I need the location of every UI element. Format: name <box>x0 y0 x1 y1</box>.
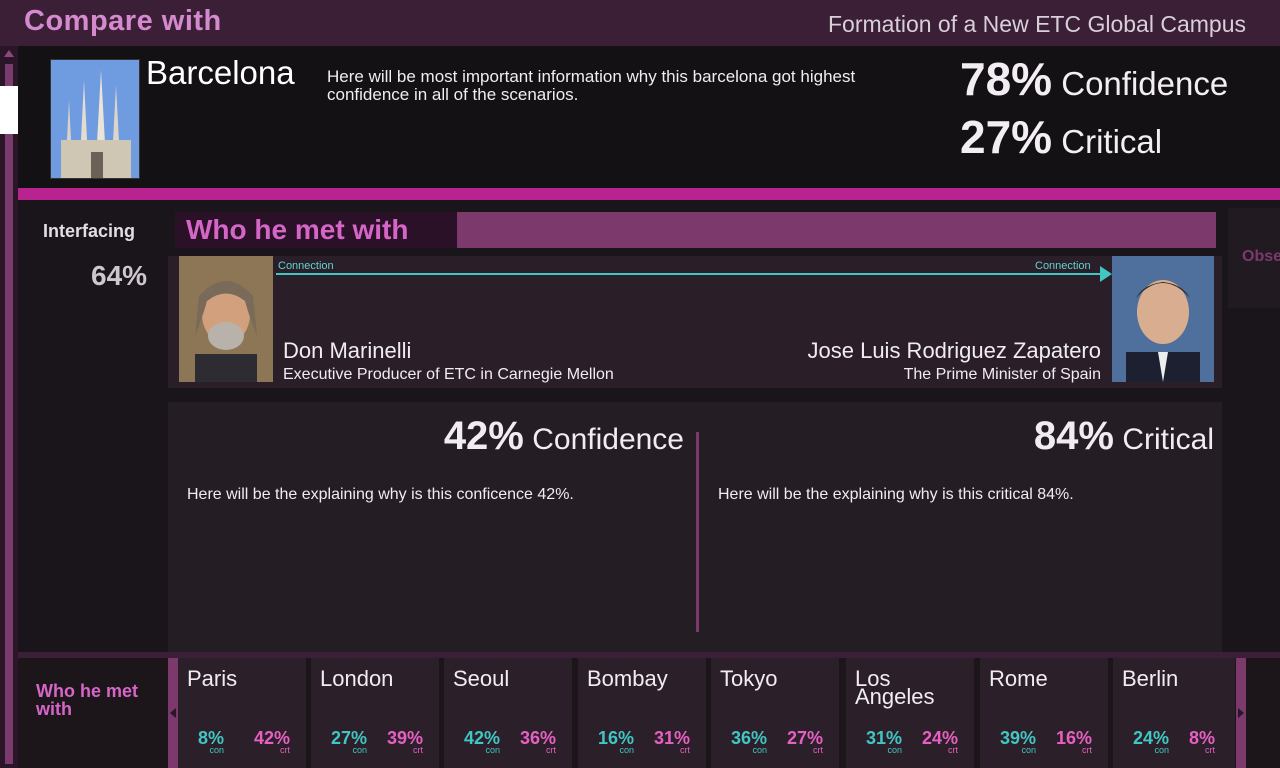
city-tile-name: Tokyo <box>720 666 778 691</box>
meeting-title: Who he met with <box>186 214 409 245</box>
connection-label-right: Connection <box>1035 260 1091 272</box>
city-strip-label: Who he met with <box>36 681 138 719</box>
city-tile-confidence: 42% con <box>464 728 501 755</box>
city-tile-confidence: 39% con <box>1000 728 1037 755</box>
confidence-explanation: Here will be the explaining why is this … <box>187 486 574 503</box>
city-tile-critical: 27% crt <box>787 728 824 755</box>
chevron-left-icon[interactable] <box>170 708 176 718</box>
scrollbar-track[interactable] <box>5 64 13 764</box>
meeting-critical: 84% Critical <box>1034 414 1214 459</box>
city-tile[interactable]: London 27% con 39% crt <box>311 658 439 768</box>
connection-label-left: Connection <box>278 260 334 272</box>
person1-photo <box>179 256 273 382</box>
meeting-confidence-label: Confidence <box>532 423 684 456</box>
critical-explanation: Here will be the explaining why is this … <box>718 486 1074 503</box>
observation-side-tab[interactable]: Obse <box>1228 208 1280 308</box>
page-subtitle: Formation of a New ETC Global Campus <box>828 11 1246 37</box>
city-photo <box>50 59 140 179</box>
city-tile-confidence: 16% con <box>598 728 635 755</box>
city-tile-critical: 8% crt <box>1189 728 1216 755</box>
city-tile-confidence: 27% con <box>331 728 368 755</box>
city-strip-inner: Who he met with Paris 8% con 42% crt London 27… <box>18 658 1280 768</box>
sidebar-interfacing-label[interactable]: Interfacing <box>43 221 136 241</box>
meeting-details: 42% Confidence 84% Critical Here will be… <box>168 402 1222 652</box>
top-bar: Compare with Formation of a New ETC Glob… <box>0 0 1280 46</box>
city-tile-confidence: 36% con <box>731 728 768 755</box>
selected-confidence-label: Confidence <box>1061 65 1229 102</box>
city-tile-name: Seoul <box>453 666 510 691</box>
selected-critical-label: Critical <box>1061 123 1163 160</box>
selected-city-name: Barcelona <box>146 54 295 91</box>
selected-city-header: Barcelona Here will be most important in… <box>18 46 1280 188</box>
city-tile-name: Rome <box>989 666 1048 691</box>
meeting-critical-label: Critical <box>1122 423 1214 456</box>
vertical-scrollbar[interactable] <box>0 46 18 768</box>
city-tile-confidence: 8% con <box>198 728 225 755</box>
scroll-up-icon[interactable] <box>4 50 14 57</box>
person2-role: The Prime Minister of Spain <box>903 366 1101 383</box>
meeting-confidence-value: 42% <box>443 414 524 458</box>
chevron-right-icon[interactable] <box>1238 708 1244 718</box>
meeting-critical-value: 84% <box>1033 414 1114 458</box>
selected-critical: 27% Critical <box>960 110 1162 164</box>
city-tile-name: Paris <box>187 666 238 691</box>
selected-confidence: 78% Confidence <box>960 52 1228 106</box>
city-tile[interactable]: Berlin 24% con 8% crt <box>1113 658 1235 768</box>
city-tile-critical: 42% crt <box>254 728 291 755</box>
city-tile[interactable]: Bombay 16% con 31% crt <box>578 658 706 768</box>
person2-photo <box>1112 256 1214 382</box>
connection-line <box>276 273 1110 275</box>
city-tile-name: Los Angeles <box>855 666 935 709</box>
selected-critical-value: 27% <box>960 111 1053 163</box>
meeting-title-tab: Who he met with <box>175 212 457 248</box>
city-strip: Who he met with Paris 8% con 42% crt London 27… <box>18 652 1280 768</box>
city-tile[interactable]: Paris 8% con 42% crt <box>178 658 306 768</box>
person1-role: Executive Producer of ETC in Carnegie Me… <box>283 366 614 383</box>
sidebar-interfacing-value: 64% <box>91 260 148 291</box>
city-tile-name: Bombay <box>587 666 668 691</box>
person2-name: Jose Luis Rodriguez Zapatero <box>807 338 1102 363</box>
connection-arrow-icon <box>1100 266 1112 282</box>
city-tile[interactable]: Seoul 42% con 36% crt <box>444 658 572 768</box>
scrollbar-thumb[interactable] <box>0 86 18 134</box>
city-tile[interactable]: Los Angeles 31% con 24% crt <box>846 658 974 768</box>
city-tile-confidence: 24% con <box>1133 728 1170 755</box>
city-tile-critical: 36% crt <box>520 728 557 755</box>
city-tile[interactable]: Rome 39% con 16% crt <box>980 658 1108 768</box>
city-tile-name: London <box>320 666 394 691</box>
city-tile-name: Berlin <box>1122 666 1179 691</box>
city-tile-confidence: 31% con <box>866 728 903 755</box>
city-tile-critical: 24% crt <box>922 728 959 755</box>
city-tile-critical: 31% crt <box>654 728 691 755</box>
page-title: Compare with <box>24 5 222 37</box>
meeting-header: Who he met with <box>175 212 1216 248</box>
observation-side-tab-label: Obse <box>1242 248 1280 265</box>
selected-confidence-value: 78% <box>960 53 1053 105</box>
details-divider <box>696 432 699 632</box>
city-tile-critical: 39% crt <box>387 728 424 755</box>
city-tile-critical: 16% crt <box>1056 728 1093 755</box>
meeting-confidence: 42% Confidence <box>444 414 684 459</box>
main-panel: Interfacing 64% Who he met with Connecti… <box>18 200 1280 652</box>
section-divider <box>18 188 1280 200</box>
selected-city-description: Here will be most important information … <box>327 67 856 104</box>
person1-name: Don Marinelli <box>283 338 412 363</box>
city-tile[interactable]: Tokyo 36% con 27% crt <box>711 658 839 768</box>
meeting-card[interactable]: Connection Connection Don Marinelli Exec… <box>168 256 1222 388</box>
